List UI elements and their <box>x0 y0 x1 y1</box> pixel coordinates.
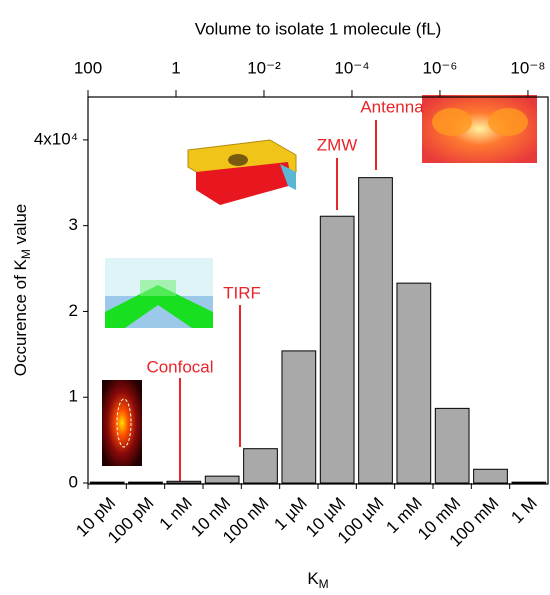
inset-image <box>102 380 142 466</box>
bar <box>204 475 240 484</box>
y-axis-title-part: value <box>11 204 30 249</box>
inset-confocal <box>102 380 142 466</box>
annotation: ZMW <box>317 135 358 154</box>
bar <box>166 480 202 484</box>
inset-image <box>228 154 248 166</box>
y-axis-title-part: Occurence of K <box>11 258 30 376</box>
inset-outline <box>116 398 132 448</box>
inset-tirf <box>105 258 213 328</box>
y-axis-title: Occurence of KM value <box>11 204 33 377</box>
x-axis-title-part: K <box>307 569 319 588</box>
x2-tick-label: 10⁻⁶ <box>423 58 458 77</box>
inset-image <box>488 108 528 136</box>
x2-tick-label: 1 <box>171 58 180 77</box>
inset-image <box>140 280 176 296</box>
bar <box>396 282 432 484</box>
bar <box>319 215 355 484</box>
plot-frame <box>87 96 549 485</box>
bar <box>128 481 163 484</box>
inset-image <box>105 285 213 328</box>
x-axis-title: KM <box>307 569 328 591</box>
bar <box>473 468 508 484</box>
bar <box>89 481 125 484</box>
inset-antenna <box>422 95 537 163</box>
inset-zmw <box>187 139 297 205</box>
x2-tick-label: 10⁻² <box>247 58 281 77</box>
annotation: Antenna <box>360 97 424 116</box>
y-axis-title-sub: M <box>19 249 33 259</box>
x2-tick-label: 10⁻⁸ <box>510 58 545 77</box>
y-tick-label: 3 <box>69 215 78 234</box>
y-tick-label: 0 <box>69 472 78 491</box>
y-tick-label: 1 <box>69 387 78 406</box>
top-axis-title: Volume to isolate 1 molecule (fL) <box>195 19 442 38</box>
annotation: Confocal <box>146 357 213 376</box>
inset-image <box>196 162 292 205</box>
inset-image <box>432 108 472 136</box>
bar <box>434 407 470 484</box>
y-tick-label: 2 <box>69 301 78 320</box>
x2-tick-label: 100 <box>74 58 102 77</box>
x-tick-label: 1 M <box>507 494 540 527</box>
bar <box>281 350 317 484</box>
bar <box>358 177 393 484</box>
x2-tick-label: 10⁻⁴ <box>334 58 369 77</box>
bar <box>511 481 547 484</box>
bar <box>243 448 278 484</box>
inset-image <box>280 164 296 190</box>
annotation: TIRF <box>223 283 261 302</box>
x-axis-title-sub: M <box>319 577 329 591</box>
y-tick-label: 4x10⁴ <box>34 129 78 148</box>
